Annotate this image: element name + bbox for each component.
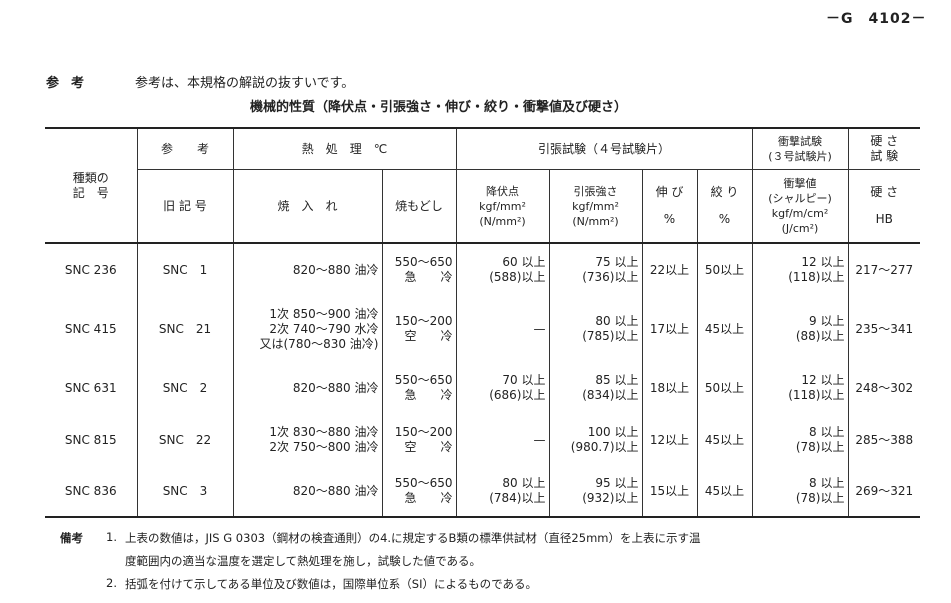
cell-impact: 12 以上 (118)以上 bbox=[751, 362, 849, 414]
cell-old: SNC 1 bbox=[136, 243, 234, 296]
elongation-unit: % bbox=[663, 212, 676, 226]
cell-hardness: 285～388 bbox=[847, 414, 920, 466]
elongation-label: 伸 び bbox=[655, 185, 684, 199]
header-hardness-test: 硬 さ 試 験 bbox=[847, 127, 920, 170]
impact-unit: kgf/m/cm² bbox=[771, 207, 829, 220]
header-tempering: 焼もどし bbox=[381, 169, 457, 244]
note-1-number: 1. bbox=[106, 530, 117, 544]
cell-elong: 17以上 bbox=[641, 296, 698, 362]
header-grade: 種類の 記 号 bbox=[45, 127, 138, 244]
reduction-unit: % bbox=[718, 212, 731, 226]
cell-tensile: 75 以上 (736)以上 bbox=[548, 243, 643, 296]
header-quenching: 焼 入 れ bbox=[232, 169, 383, 244]
cell-tensile: 85 以上 (834)以上 bbox=[548, 362, 643, 414]
notes-label: 備考 bbox=[60, 531, 83, 545]
tensile-unit: kgf/mm² bbox=[572, 199, 619, 213]
header-old-symbol: 旧 記 号 bbox=[136, 169, 234, 244]
cell-temper: 150～200 空 冷 bbox=[381, 296, 457, 362]
cell-old: SNC 3 bbox=[136, 466, 234, 517]
cell-old: SNC 2 bbox=[136, 362, 234, 414]
table-row: SNC 836 SNC 3 820～880 油冷 550～650 急 冷 80 以上 (… bbox=[45, 466, 920, 517]
reduction-label: 絞 り bbox=[710, 185, 739, 199]
table-row: SNC 415 SNC 21 1次 850～900 油冷 2次 740～790 水冷… bbox=[45, 296, 920, 362]
cell-elong: 18以上 bbox=[641, 362, 698, 414]
header-heat-treatment: 熱 処 理 ℃ bbox=[232, 127, 457, 170]
tensile-si-unit: (N/mm²) bbox=[572, 214, 619, 228]
header-yield-point: 降伏点 kgf/mm² (N/mm²) bbox=[455, 169, 550, 244]
cell-impact: 8 以上 (78)以上 bbox=[751, 466, 849, 517]
header-hardness: 硬 さ HB bbox=[847, 169, 920, 244]
cell-temper: 550～650 急 冷 bbox=[381, 362, 457, 414]
header-impact-test: 衝撃試験 (３号試験片) bbox=[751, 127, 849, 170]
cell-yield: — bbox=[455, 414, 550, 466]
header-reduction: 絞 り% bbox=[696, 169, 753, 244]
impact-label: 衝撃値 bbox=[783, 177, 817, 190]
cell-quench: 820～880 油冷 bbox=[232, 362, 383, 414]
yield-si-unit: (N/mm²) bbox=[479, 214, 526, 228]
header-reference: 参 考 bbox=[136, 127, 234, 170]
cell-quench: 820～880 油冷 bbox=[232, 466, 383, 517]
cell-grade: SNC 836 bbox=[45, 466, 138, 517]
note-1-text: 上表の数値は，JIS G 0303（鋼材の検査通則）の4.に規定するB類の標準供… bbox=[125, 531, 701, 545]
cell-quench: 820～880 油冷 bbox=[232, 243, 383, 296]
cell-impact: 12 以上 (118)以上 bbox=[751, 243, 849, 296]
cell-tensile: 80 以上 (785)以上 bbox=[548, 296, 643, 362]
cell-reduct: 50以上 bbox=[696, 243, 753, 296]
note-1-text-cont: 度範囲内の適当な温度を選定して熱処理を施し，試験した値である。 bbox=[125, 554, 482, 568]
cell-tensile: 95 以上 (932)以上 bbox=[548, 466, 643, 517]
reference-label: 参考 bbox=[46, 76, 97, 91]
cell-old: SNC 22 bbox=[136, 414, 234, 466]
hardness-label: 硬 さ bbox=[870, 185, 899, 199]
mechanical-properties-table: 種類の 記 号 参 考 熱 処 理 ℃ 引張試験（４号試験片） 衝撃試験 (３号… bbox=[45, 127, 920, 518]
cell-old: SNC 21 bbox=[136, 296, 234, 362]
cell-reduct: 45以上 bbox=[696, 466, 753, 517]
cell-grade: SNC 815 bbox=[45, 414, 138, 466]
yield-label: 降伏点 bbox=[486, 184, 519, 198]
cell-reduct: 45以上 bbox=[696, 296, 753, 362]
cell-hardness: 269～321 bbox=[847, 466, 920, 517]
hardness-unit: HB bbox=[875, 212, 893, 226]
cell-impact: 8 以上 (78)以上 bbox=[751, 414, 849, 466]
cell-tensile: 100 以上 (980.7)以上 bbox=[548, 414, 643, 466]
cell-hardness: 248～302 bbox=[847, 362, 920, 414]
cell-hardness: 217～277 bbox=[847, 243, 920, 296]
cell-temper: 550～650 急 冷 bbox=[381, 466, 457, 517]
table-row: SNC 236 SNC 1 820～880 油冷 550～650 急 冷 60 以上 (… bbox=[45, 243, 920, 296]
impact-si-unit: (J/cm²) bbox=[781, 222, 819, 235]
cell-reduct: 45以上 bbox=[696, 414, 753, 466]
cell-temper: 550～650 急 冷 bbox=[381, 243, 457, 296]
header-elongation: 伸 び% bbox=[641, 169, 698, 244]
cell-yield: — bbox=[455, 296, 550, 362]
cell-yield: 60 以上 (588)以上 bbox=[455, 243, 550, 296]
tensile-label: 引張強さ bbox=[573, 184, 618, 198]
cell-grade: SNC 631 bbox=[45, 362, 138, 414]
cell-yield: 70 以上 (686)以上 bbox=[455, 362, 550, 414]
cell-hardness: 235～341 bbox=[847, 296, 920, 362]
table-row: SNC 631 SNC 2 820～880 油冷 550～650 急 冷 70 以上 (… bbox=[45, 362, 920, 414]
cell-elong: 15以上 bbox=[641, 466, 698, 517]
cell-impact: 9 以上 (88)以上 bbox=[751, 296, 849, 362]
cell-grade: SNC 415 bbox=[45, 296, 138, 362]
page-number: －G 4102－ bbox=[826, 11, 927, 27]
header-tensile-strength: 引張強さ kgf/mm² (N/mm²) bbox=[548, 169, 643, 244]
reference-text: 参考は、本規格の解説の抜すいです。 bbox=[135, 76, 355, 91]
header-tensile-test: 引張試験（４号試験片） bbox=[455, 127, 753, 170]
yield-unit: kgf/mm² bbox=[479, 199, 526, 213]
cell-yield: 80 以上 (784)以上 bbox=[455, 466, 550, 517]
note-2-number: 2. bbox=[106, 576, 117, 590]
impact-sub: (シャルピー) bbox=[768, 192, 832, 205]
cell-temper: 150～200 空 冷 bbox=[381, 414, 457, 466]
cell-elong: 22以上 bbox=[641, 243, 698, 296]
table-row: SNC 815 SNC 22 1次 830～880 油冷 2次 750～800 油冷… bbox=[45, 414, 920, 466]
cell-quench: 1次 850～900 油冷 2次 740～790 水冷 又は(780～830 油… bbox=[232, 296, 383, 362]
cell-reduct: 50以上 bbox=[696, 362, 753, 414]
header-impact-value: 衝撃値 (シャルピー) kgf/m/cm² (J/cm²) bbox=[751, 169, 849, 244]
note-2-text: 括弧を付けて示してある単位及び数値は，国際単位系（SI）によるものである。 bbox=[125, 577, 538, 591]
cell-elong: 12以上 bbox=[641, 414, 698, 466]
cell-quench: 1次 830～880 油冷 2次 750～800 油冷 bbox=[232, 414, 383, 466]
table-title: 機械的性質（降伏点・引張強さ・伸び・絞り・衝撃値及び硬さ） bbox=[250, 100, 628, 115]
cell-grade: SNC 236 bbox=[45, 243, 138, 296]
